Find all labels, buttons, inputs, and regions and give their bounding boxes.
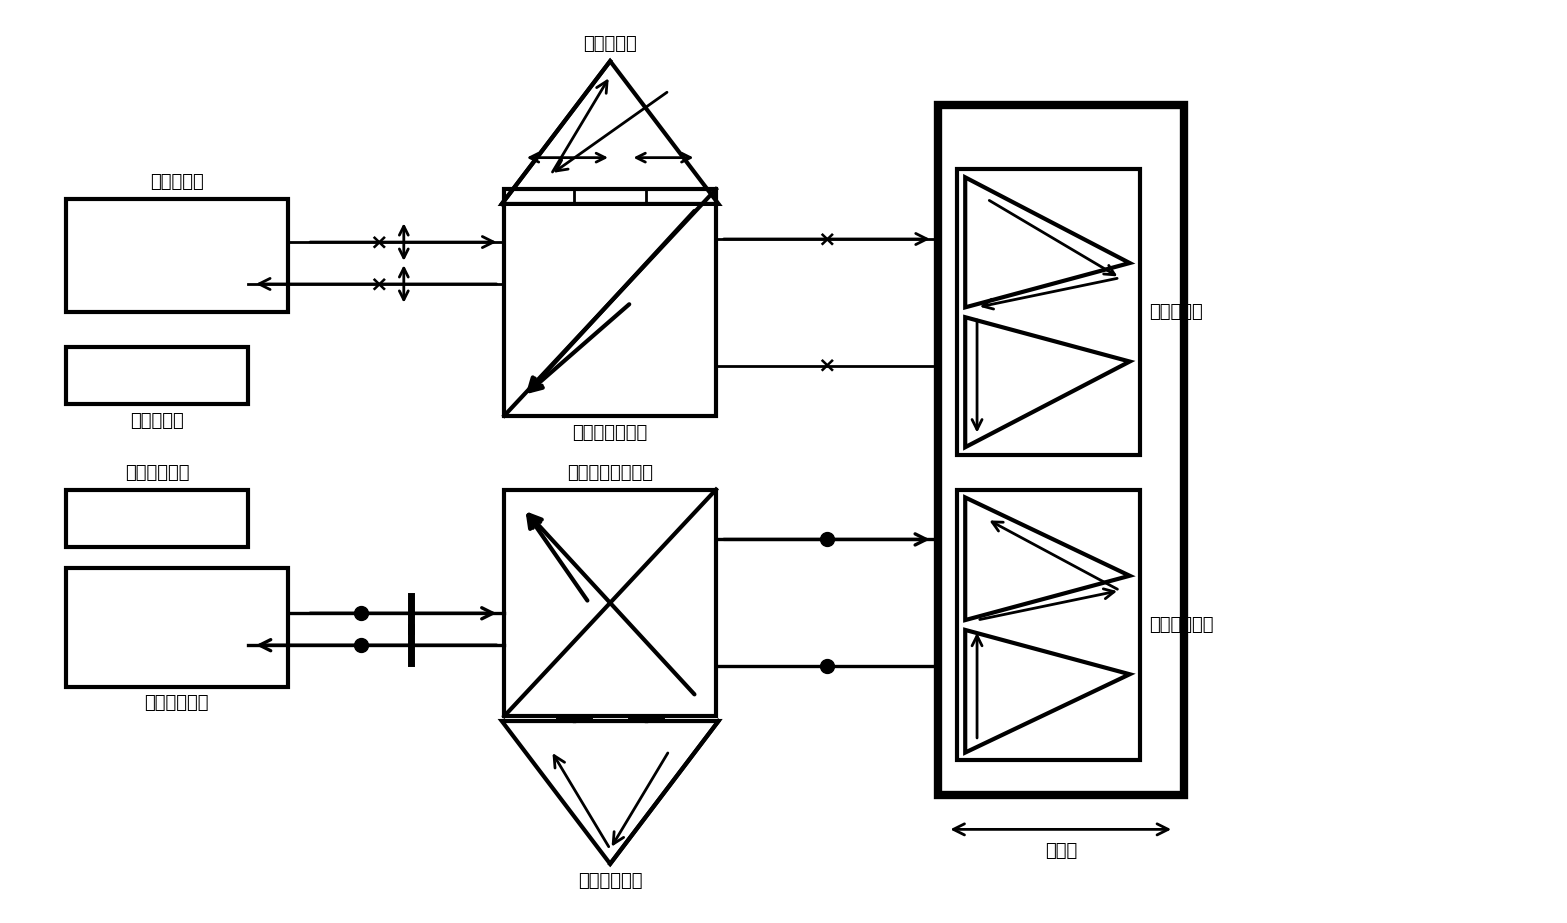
Text: 标准测量镜: 标准测量镜	[1150, 304, 1203, 321]
Text: 被校准测量镜: 被校准测量镜	[1150, 616, 1214, 634]
Text: 被校准参考镜: 被校准参考镜	[578, 871, 642, 890]
Text: ×: ×	[368, 274, 387, 294]
Bar	[505, 189, 716, 415]
Text: 被校准偏振分光镜: 被校准偏振分光镜	[567, 463, 653, 482]
Text: 运动台: 运动台	[1045, 842, 1077, 860]
Text: 被校准激光器: 被校准激光器	[144, 694, 208, 713]
Bar	[505, 489, 716, 716]
Text: 标准接收器: 标准接收器	[130, 412, 183, 430]
Bar	[957, 489, 1139, 761]
Text: ×: ×	[818, 229, 837, 249]
Bar	[957, 170, 1139, 455]
Bar	[937, 105, 1185, 795]
Text: 标准激光器: 标准激光器	[150, 174, 204, 191]
Text: ×: ×	[818, 356, 837, 376]
Bar	[66, 199, 288, 312]
Bar	[66, 489, 248, 546]
Text: ×: ×	[368, 232, 387, 252]
Text: 被校准接收器: 被校准接收器	[125, 463, 190, 482]
Bar	[66, 569, 288, 687]
Text: 标准偏振分光镜: 标准偏振分光镜	[572, 424, 647, 441]
Bar	[66, 347, 248, 404]
Text: 标准参考镜: 标准参考镜	[583, 35, 638, 54]
